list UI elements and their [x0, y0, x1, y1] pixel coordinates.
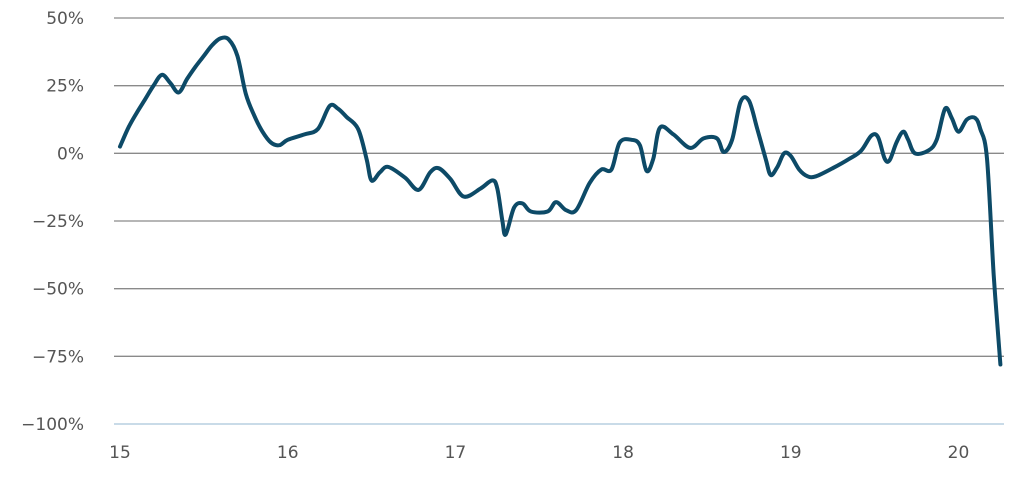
- x-tick-label: 20: [948, 443, 970, 463]
- x-tick-label: 18: [612, 443, 634, 463]
- y-tick-label: −75%: [32, 347, 84, 367]
- y-tick-label: 0%: [57, 144, 84, 164]
- x-tick-label: 15: [109, 443, 131, 463]
- y-tick-label: −100%: [21, 415, 84, 435]
- x-tick-label: 16: [277, 443, 299, 463]
- x-axis-tick-labels: 15 16 17 18 19 20: [109, 443, 969, 463]
- gridlines: [114, 17, 1004, 425]
- x-tick-label: 19: [780, 443, 802, 463]
- y-tick-label: 25%: [46, 77, 84, 97]
- y-tick-label: 50%: [46, 9, 84, 29]
- y-tick-label: −25%: [32, 212, 84, 232]
- series-group: [118, 35, 1003, 367]
- series-line: [118, 35, 1003, 367]
- x-tick-label: 17: [445, 443, 467, 463]
- y-axis-tick-labels: 50% 25% 0% −25% −50% −75% −100%: [21, 9, 84, 435]
- y-tick-label: −50%: [32, 280, 84, 300]
